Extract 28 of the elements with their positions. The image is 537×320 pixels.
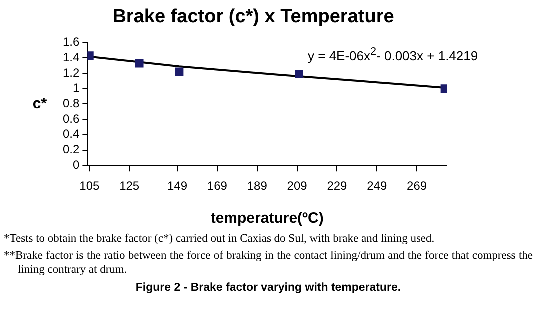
x-tick-label: 229 bbox=[327, 179, 348, 194]
y-tick-label: 0 bbox=[72, 158, 80, 172]
y-tick-label: 1.4 bbox=[62, 50, 80, 64]
point bbox=[175, 68, 184, 76]
y-tick-label: 0.8 bbox=[62, 96, 80, 111]
point bbox=[135, 59, 144, 68]
y-tick-label: 1 bbox=[72, 81, 80, 96]
caption: Figure 2 - Brake factor varying with temperature. bbox=[134, 281, 402, 295]
x-tick-label: 209 bbox=[287, 179, 308, 194]
x-tick-label: 149 bbox=[167, 179, 188, 194]
y-tick-label: 0.6 bbox=[62, 112, 80, 126]
x-tick-label: 189 bbox=[247, 179, 268, 194]
y-tick-label: 1.2 bbox=[62, 66, 80, 80]
point bbox=[295, 70, 304, 78]
chart-title: Brake factor (c*) x Temperature bbox=[112, 6, 394, 28]
x-tick-label: 169 bbox=[207, 179, 228, 194]
text: *Tests to obtain the brake factor (c*) carried out in Caxias do Sul, with brake and lining used. bbox=[4, 232, 436, 246]
y-tick-label: 0.2 bbox=[62, 142, 80, 157]
annotation: y = 4E-06x$^{2}$- 0.003x + 1.4219 bbox=[308, 46, 478, 64]
y-tick-label: 1.6 bbox=[62, 35, 80, 50]
x-tick-label: 125 bbox=[120, 179, 140, 194]
x-tick-label: 249 bbox=[367, 179, 388, 194]
text: **Brake factor is the ratio between the force of braking in the contact lining/drum and the force that compress the lining contrary at drum. bbox=[4, 249, 533, 277]
x-tick-label: 269 bbox=[407, 179, 428, 194]
x-tick-label: 105 bbox=[80, 179, 100, 194]
y-tick-label: 0.4 bbox=[62, 127, 80, 142]
x-axis-title: temperature(ºC) bbox=[210, 210, 324, 228]
y-axis-title: c* bbox=[32, 95, 48, 112]
